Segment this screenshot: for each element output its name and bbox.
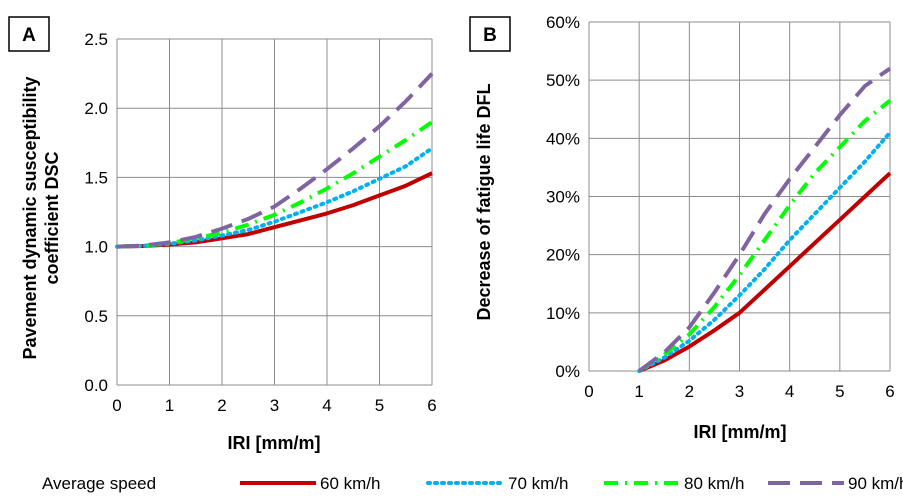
- panel-a-y-tick-label: 2.0: [84, 99, 108, 118]
- legend: Average speed 60 km/h 70 km/h 80 km/h 90 km…: [42, 474, 903, 493]
- panel-a-y-ticks: 0.0 0.5 1.0 1.5 2.0 2.5: [84, 30, 108, 395]
- panel-b-x-tick-label: 5: [835, 382, 844, 401]
- legend-label: 90 km/h: [848, 474, 903, 493]
- panel-a-y-tick-label: 2.5: [84, 30, 108, 49]
- panel-b-grid: [588, 21, 891, 372]
- panel-b-x-tick-label: 2: [685, 382, 694, 401]
- panel-b-y-tick-label: 30%: [546, 188, 580, 207]
- panel-b-series-80-km-h: [638, 98, 892, 373]
- panel-b-x-tick-label: 6: [885, 382, 894, 401]
- panel-b-series-90-km-h: [638, 66, 892, 373]
- panel-a-y-axis-title-line-2: coefficient DSC: [42, 151, 62, 284]
- panel-a-x-tick-label: 0: [112, 396, 121, 415]
- panel-a-x-tick-label: 1: [165, 396, 174, 415]
- panel-b-y-tick-label: 20%: [546, 246, 580, 265]
- panel-b-series-60-km-h: [638, 171, 892, 373]
- panel-b-x-tick-label: 4: [785, 382, 794, 401]
- legend-title: Average speed: [42, 474, 156, 493]
- panel-a-y-tick-label: 0.0: [84, 376, 108, 395]
- panel-a-grid: [116, 38, 433, 386]
- panel-b-series-70-km-h: [637, 130, 892, 373]
- panel-b-y-tick-label: 0%: [555, 362, 580, 381]
- panel-b-series: [637, 66, 892, 373]
- panel-a: 0 1 2 3 4 5 6 0.0 0.5 1.0 1.5 2.0 2.5 IRI [mm/m] Pa…: [8, 16, 437, 453]
- panel-b-y-tick-label: 40%: [546, 129, 580, 148]
- panel-a-y-axis-title: Pavement dynamic susceptibility coeffici…: [20, 76, 62, 359]
- panel-a-label-box: [8, 16, 50, 52]
- panel-b-y-ticks: 0% 10% 20% 30% 40% 50% 60%: [546, 13, 580, 381]
- panel-a-x-ticks: 0 1 2 3 4 5 6: [112, 396, 436, 415]
- panel-a-x-tick-label: 5: [375, 396, 384, 415]
- panel-b-x-axis-title: IRI [mm/m]: [693, 422, 786, 442]
- panel-b-y-axis-title-line-1: Decrease of fatigue life DFL: [474, 83, 494, 320]
- panel-b-label: B: [483, 25, 497, 46]
- legend-label: 70 km/h: [508, 474, 568, 493]
- panel-a-x-tick-label: 4: [322, 396, 331, 415]
- panel-a-series: [115, 72, 434, 249]
- panel-a-x-tick-label: 2: [217, 396, 226, 415]
- panel-b-y-tick-label: 10%: [546, 304, 580, 323]
- legend-items: 60 km/h 70 km/h 80 km/h 90 km/h: [240, 474, 903, 493]
- panel-a-y-axis-title-line-1: Pavement dynamic susceptibility: [20, 76, 40, 359]
- panel-a-x-tick-label: 3: [270, 396, 279, 415]
- panel-a-x-axis-title: IRI [mm/m]: [227, 433, 320, 453]
- panel-b-x-tick-label: 3: [735, 382, 744, 401]
- panel-a-y-tick-label: 1.5: [84, 168, 108, 187]
- panel-b-label-box: [469, 16, 511, 52]
- panel-b-x-ticks: 0 1 2 3 4 5 6: [584, 382, 894, 401]
- panel-b-y-axis-title: Decrease of fatigue life DFL: [474, 83, 494, 320]
- panel-a-label: A: [22, 25, 36, 46]
- panel-a-y-tick-label: 1.0: [84, 238, 108, 257]
- panel-b-x-tick-label: 0: [584, 382, 593, 401]
- panel-b-y-tick-label: 60%: [546, 13, 580, 32]
- legend-label: 80 km/h: [684, 474, 744, 493]
- panel-b-x-tick-label: 1: [634, 382, 643, 401]
- panel-a-x-tick-label: 6: [427, 396, 436, 415]
- legend-label: 60 km/h: [320, 474, 380, 493]
- panel-a-series-90-km-h: [116, 72, 434, 249]
- panel-b-y-tick-label: 50%: [546, 71, 580, 90]
- panel-a-y-tick-label: 0.5: [84, 307, 108, 326]
